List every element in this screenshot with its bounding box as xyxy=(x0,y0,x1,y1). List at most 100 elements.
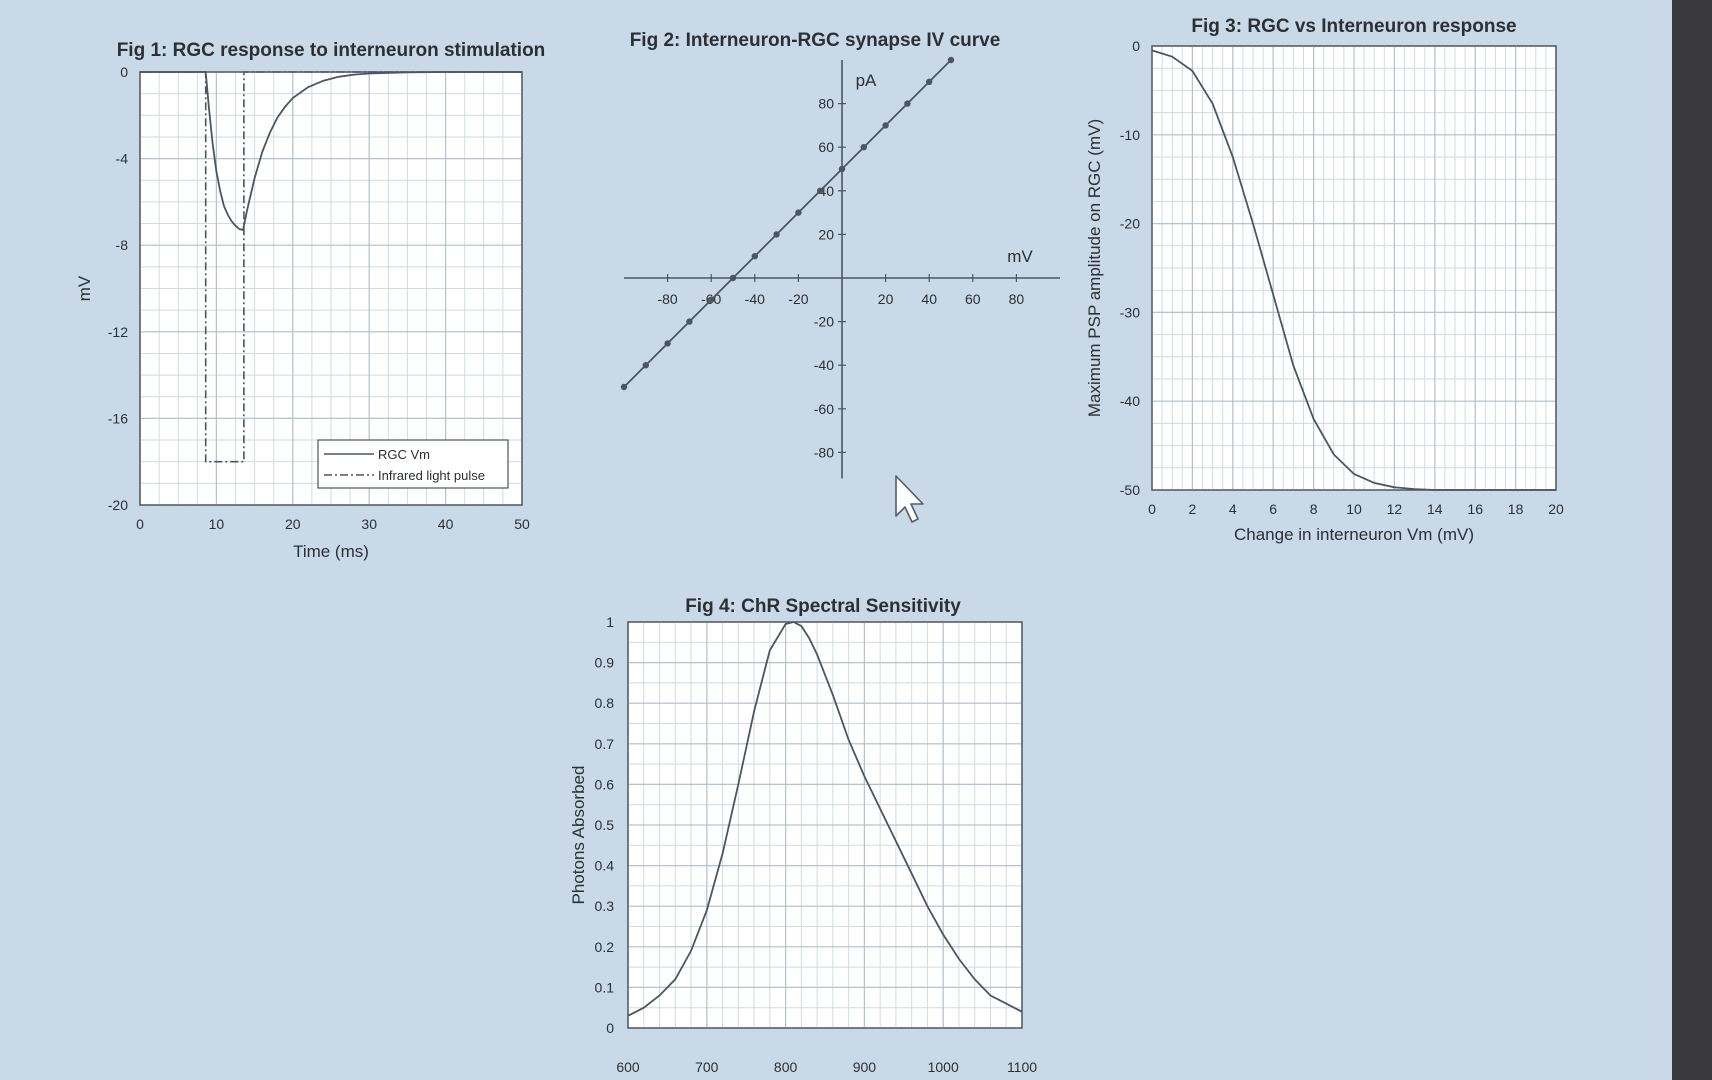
y-tick-label: -10 xyxy=(1120,127,1140,143)
x-axis-label: Time (ms) xyxy=(293,542,369,561)
chart-title: Fig 1: RGC response to interneuron stimu… xyxy=(117,40,546,61)
y-tick-label: 0.4 xyxy=(595,858,615,874)
series-iv-line xyxy=(623,59,952,388)
data-point xyxy=(926,78,933,86)
data-point xyxy=(817,187,824,194)
x-tick-label: 700 xyxy=(695,1059,719,1075)
data-point xyxy=(773,231,780,238)
x-tick-label: 6 xyxy=(1269,501,1277,517)
y-axis-label: mV xyxy=(75,275,94,301)
y-tick-label: -16 xyxy=(108,410,128,426)
x-tick-label: 0 xyxy=(136,516,144,532)
x-tick-label: 1000 xyxy=(928,1059,959,1075)
y-tick-label: 40 xyxy=(818,183,834,199)
y-tick-label: -50 xyxy=(1120,482,1140,498)
x-tick-label: 4 xyxy=(1229,501,1237,517)
chart-title: Fig 3: RGC vs Interneuron response xyxy=(1191,16,1516,37)
chart-3: 0 2 4 6 8 10 12 14 16 18 20 0 -10 -20 -30 -40 -50 Fig 3: … xyxy=(1085,16,1564,544)
data-point xyxy=(686,318,693,325)
chart-2: -80-60-40-202040608080604020-20-40-60-80… xyxy=(620,30,1060,479)
x-tick-label: 80 xyxy=(1009,291,1025,307)
y-tick-label: 60 xyxy=(818,139,834,155)
chart-4: 600 700 800 900 1000 1100 0 0.1 0.2 0.3 0.4 0.5 0.6 0… xyxy=(569,596,1037,1075)
data-point xyxy=(882,122,889,129)
data-point xyxy=(708,296,715,303)
x-tick-label: 18 xyxy=(1508,501,1524,517)
y-tick-label: -20 xyxy=(814,314,834,330)
x-tick-label: 10 xyxy=(209,516,225,532)
x-tick-label: -20 xyxy=(788,291,808,307)
y-tick-label: 0 xyxy=(606,1020,614,1036)
x-tick-label: 2 xyxy=(1189,501,1197,517)
data-point xyxy=(904,100,911,107)
x-tick-label: 16 xyxy=(1467,501,1483,517)
series-spectral-curve xyxy=(627,621,1023,1017)
data-point xyxy=(838,165,846,173)
plot-frame xyxy=(139,71,523,506)
x-tick-label: 20 xyxy=(878,291,894,307)
data-point xyxy=(860,144,867,151)
y-tick-label: 0.3 xyxy=(595,898,615,914)
y-tick-label: -30 xyxy=(1120,304,1140,320)
y-tick-label: 0.1 xyxy=(595,979,615,995)
x-tick-label: 800 xyxy=(774,1059,798,1075)
data-point xyxy=(795,209,802,216)
x-tick-label: 0 xyxy=(1148,501,1156,517)
y-tick-label: 0.2 xyxy=(595,939,615,955)
x-tick-label: 20 xyxy=(285,516,301,532)
y-axis-label: Maximum PSP amplitude on RGC (mV) xyxy=(1085,119,1104,417)
y-tick-label: -40 xyxy=(814,357,834,373)
chart-1: 0 10 20 30 40 50 0 -4 -8 -12 -16 -20 Fig 1: RGC resp… xyxy=(75,40,545,561)
plot-frame xyxy=(627,621,1023,1029)
data-point xyxy=(664,340,671,347)
y-tick-label: -20 xyxy=(108,497,128,513)
x-tick-label: 10 xyxy=(1346,501,1362,517)
x-axis-label: mV xyxy=(1007,247,1033,266)
y-tick-label: -8 xyxy=(116,237,129,253)
y-tick-label: -40 xyxy=(1120,393,1140,409)
data-point xyxy=(751,253,758,260)
y-tick-label: 0.8 xyxy=(595,695,615,711)
y-tick-label: 0.9 xyxy=(595,655,615,671)
x-tick-label: 20 xyxy=(1548,501,1564,517)
y-tick-label: 80 xyxy=(818,96,834,112)
x-tick-label: 60 xyxy=(965,291,981,307)
y-tick-label: 0 xyxy=(120,64,128,80)
data-point xyxy=(729,274,737,282)
plot-frame xyxy=(1151,45,1557,491)
chart-title: Fig 4: ChR Spectral Sensitivity xyxy=(685,596,961,617)
data-point xyxy=(620,383,628,391)
x-tick-label: 1100 xyxy=(1007,1059,1037,1075)
y-tick-label: 0 xyxy=(1132,38,1140,54)
data-point xyxy=(642,362,649,369)
y-tick-label: 0.7 xyxy=(595,736,615,752)
screen-bezel xyxy=(1672,0,1712,1080)
x-axis-label: Change in interneuron Vm (mV) xyxy=(1234,525,1474,544)
x-tick-label: 900 xyxy=(853,1059,877,1075)
data-point xyxy=(947,56,955,64)
y-tick-label: 0.5 xyxy=(595,817,615,833)
y-tick-label: -60 xyxy=(814,401,834,417)
legend-label: RGC Vm xyxy=(378,447,430,462)
y-tick-label: 1 xyxy=(606,614,614,630)
series-psp-curve xyxy=(1151,49,1556,491)
y-tick-label: -80 xyxy=(814,444,834,460)
series-rgc-vm xyxy=(140,71,522,232)
x-tick-label: 50 xyxy=(514,516,530,532)
cursor-arrow xyxy=(895,475,924,523)
mouse-cursor-icon xyxy=(895,475,924,523)
x-tick-label: 30 xyxy=(361,516,377,532)
x-tick-label: 40 xyxy=(438,516,454,532)
x-tick-label: 12 xyxy=(1387,501,1403,517)
x-tick-label: -80 xyxy=(657,291,677,307)
y-tick-label: 20 xyxy=(818,226,834,242)
x-tick-label: 40 xyxy=(921,291,937,307)
legend-label: Infrared light pulse xyxy=(378,468,485,483)
x-tick-label: 600 xyxy=(616,1059,640,1075)
x-tick-label: 8 xyxy=(1310,501,1318,517)
y-tick-label: -4 xyxy=(116,151,129,167)
y-tick-label: 0.6 xyxy=(595,776,615,792)
chart-title: Fig 2: Interneuron-RGC synapse IV curve xyxy=(630,30,1001,51)
x-tick-label: -40 xyxy=(745,291,765,307)
